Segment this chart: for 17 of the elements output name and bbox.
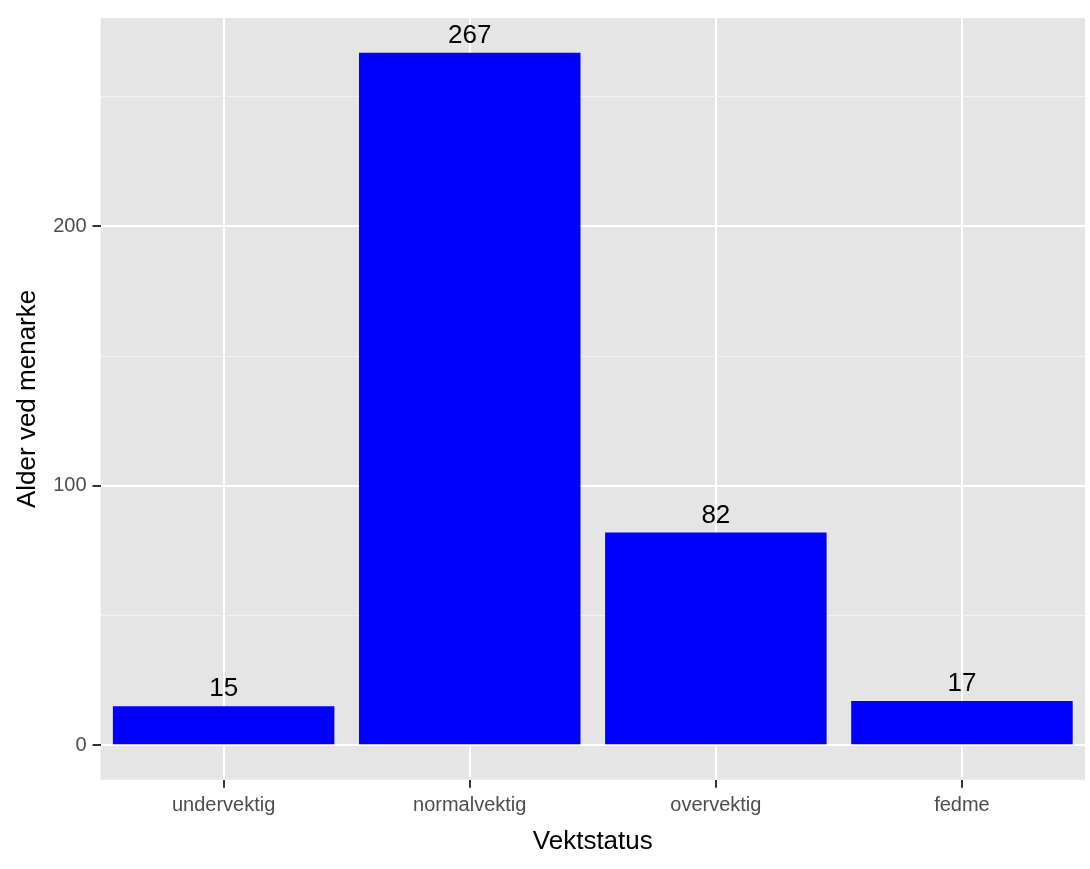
y-tick-label: 0 [75, 732, 87, 755]
bar [605, 532, 827, 745]
bar [851, 701, 1073, 745]
bar [358, 52, 581, 745]
x-tick-label: undervektig [171, 793, 276, 816]
y-tick-label: 100 [53, 473, 87, 496]
x-axis-title: Vektstatus [532, 824, 653, 855]
x-tick-label: overvektig [670, 793, 762, 816]
y-axis-title: Alder ved menarke [10, 289, 41, 509]
data-label: 17 [947, 667, 977, 698]
data-label: 15 [209, 672, 239, 703]
bar [112, 706, 335, 745]
x-tick-label: normalvektig [413, 793, 527, 816]
y-tick-label: 200 [53, 213, 87, 236]
data-label: 267 [448, 18, 492, 49]
x-tick-label: fedme [934, 793, 990, 816]
data-label: 82 [701, 498, 731, 529]
